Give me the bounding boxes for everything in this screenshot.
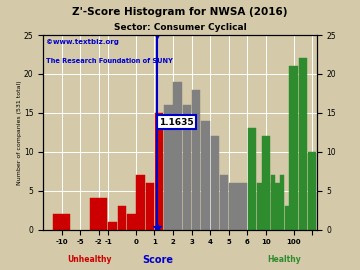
Bar	[280, 175, 284, 230]
Text: ©www.textbiz.org: ©www.textbiz.org	[46, 39, 119, 45]
Text: Score: Score	[143, 255, 174, 265]
Bar	[229, 183, 238, 230]
Text: 1.1635: 1.1635	[159, 117, 194, 127]
Bar	[192, 90, 201, 230]
Bar	[257, 183, 265, 230]
Bar	[108, 222, 117, 230]
Bar	[183, 105, 191, 230]
Bar	[266, 183, 270, 230]
Bar	[271, 175, 275, 230]
Bar	[164, 105, 173, 230]
Text: Sector: Consumer Cyclical: Sector: Consumer Cyclical	[114, 23, 246, 32]
Y-axis label: Number of companies (531 total): Number of companies (531 total)	[18, 80, 22, 185]
Bar	[261, 136, 270, 230]
Bar	[285, 206, 293, 230]
Bar	[201, 121, 210, 230]
Text: Healthy: Healthy	[267, 255, 301, 264]
Text: Z'-Score Histogram for NWSA (2016): Z'-Score Histogram for NWSA (2016)	[72, 7, 288, 17]
Bar	[299, 58, 307, 230]
Text: Unhealthy: Unhealthy	[67, 255, 112, 264]
Bar	[238, 183, 247, 230]
Text: The Research Foundation of SUNY: The Research Foundation of SUNY	[46, 58, 173, 65]
Bar	[211, 136, 219, 230]
Bar	[248, 129, 256, 230]
Bar	[155, 113, 163, 230]
Bar	[90, 198, 107, 230]
Bar	[136, 175, 145, 230]
Bar	[174, 82, 182, 229]
Bar	[127, 214, 136, 230]
Bar	[53, 214, 70, 230]
Bar	[220, 175, 228, 230]
Bar	[275, 183, 279, 230]
Bar	[118, 206, 126, 230]
Bar	[308, 152, 316, 230]
Bar	[289, 66, 298, 230]
Bar	[145, 183, 154, 230]
